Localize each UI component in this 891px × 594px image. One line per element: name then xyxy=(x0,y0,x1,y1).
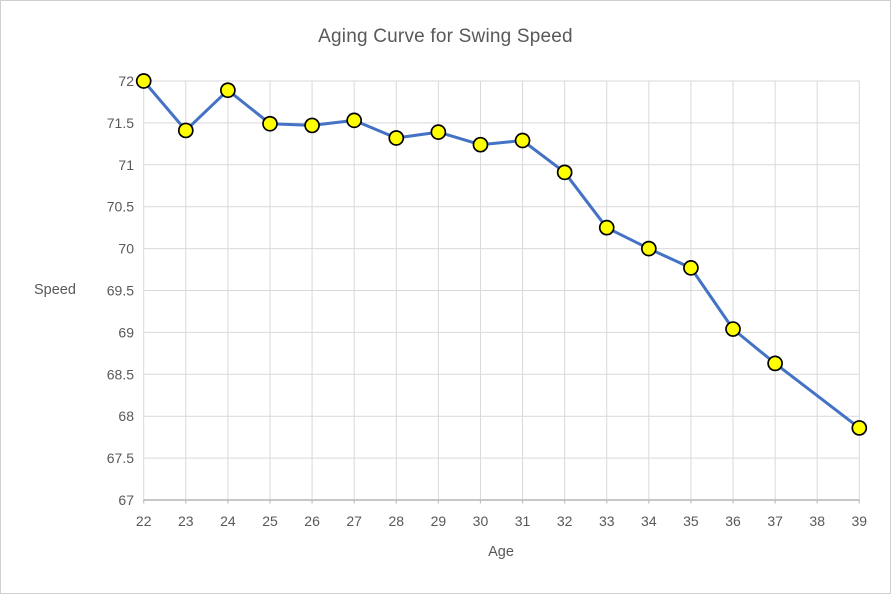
y-tick-label: 72 xyxy=(118,73,134,89)
data-point-marker xyxy=(725,321,741,337)
x-tick-label: 33 xyxy=(599,513,615,529)
y-tick-label: 67 xyxy=(118,492,134,508)
x-tick-label: 35 xyxy=(683,513,699,529)
x-tick-label: 36 xyxy=(725,513,741,529)
y-axis-title: Speed xyxy=(34,282,76,298)
y-tick-label: 70.5 xyxy=(107,199,134,215)
x-axis-title: Age xyxy=(488,544,514,560)
y-tick-label: 69 xyxy=(118,324,134,340)
x-tick-label: 24 xyxy=(220,513,236,529)
data-point-marker xyxy=(640,240,657,257)
y-tick-label: 68 xyxy=(118,408,134,424)
x-tick-label: 25 xyxy=(262,513,278,529)
x-tick-label: 34 xyxy=(641,513,657,529)
data-point-marker xyxy=(135,73,152,89)
data-point-marker xyxy=(767,355,783,372)
x-tick-label: 38 xyxy=(809,513,825,529)
y-tick-label: 71.5 xyxy=(107,115,134,131)
x-tick-label: 22 xyxy=(136,513,152,529)
data-point-marker xyxy=(262,115,278,132)
chart-title: Aging Curve for Swing Speed xyxy=(318,26,573,47)
x-tick-label: 29 xyxy=(431,513,447,529)
x-tick-label: 30 xyxy=(473,513,489,529)
y-tick-label: 69.5 xyxy=(107,283,134,299)
x-tick-label: 32 xyxy=(557,513,573,529)
data-line xyxy=(142,79,861,430)
data-point-marker xyxy=(346,112,363,129)
y-tick-label: 67.5 xyxy=(107,450,134,466)
data-point-marker xyxy=(598,219,615,236)
x-tick-label: 31 xyxy=(515,513,531,529)
y-tick-label: 70 xyxy=(118,241,134,257)
data-point-marker xyxy=(220,82,236,99)
x-tick-label: 26 xyxy=(304,513,320,529)
data-point-marker xyxy=(514,132,531,149)
x-tick-label: 28 xyxy=(388,513,404,529)
x-tick-label: 37 xyxy=(767,513,783,529)
x-tick-label: 27 xyxy=(346,513,362,529)
y-tick-label: 71 xyxy=(118,157,134,173)
data-point-marker xyxy=(430,124,447,140)
x-tick-label: 23 xyxy=(178,513,194,529)
data-point-marker xyxy=(177,122,194,139)
data-point-marker xyxy=(388,130,405,146)
data-point-marker xyxy=(556,164,573,181)
data-point-marker xyxy=(472,136,489,153)
data-point-marker xyxy=(683,260,699,276)
x-tick-label: 39 xyxy=(852,513,868,529)
y-tick-label: 68.5 xyxy=(107,366,134,382)
data-point-marker xyxy=(304,117,320,134)
data-point-marker xyxy=(851,420,868,436)
